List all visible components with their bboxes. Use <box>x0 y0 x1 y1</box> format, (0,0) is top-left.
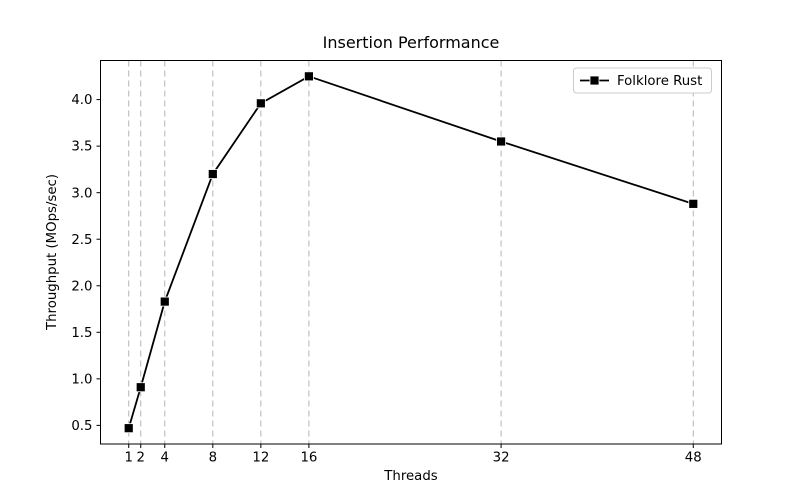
y-tick-label: 4.0 <box>71 93 92 108</box>
data-point-marker <box>496 136 506 147</box>
data-point-marker <box>159 296 170 307</box>
y-tick-label: 2.5 <box>71 233 92 248</box>
x-tick-label: 4 <box>161 451 169 466</box>
axis-ticks <box>96 99 694 448</box>
plot-border <box>100 60 722 445</box>
legend-box <box>573 67 712 94</box>
gridlines <box>128 60 694 444</box>
data-point-marker <box>255 98 266 109</box>
series-line <box>127 75 694 429</box>
x-tick-label: 2 <box>137 451 145 466</box>
y-tick-label: 0.5 <box>71 419 92 434</box>
x-tick-label: 48 <box>685 451 702 466</box>
data-point-marker <box>304 71 314 82</box>
y-tick-label: 3.5 <box>71 140 92 155</box>
y-tick-label: 1.0 <box>71 372 92 387</box>
y-axis-label: Throughput (MOps/sec) <box>45 174 60 331</box>
x-tick-label: 1 <box>124 451 132 466</box>
chart-title: Insertion Performance <box>323 33 500 52</box>
x-tick-label: 12 <box>252 451 269 466</box>
data-point-marker <box>135 382 146 393</box>
legend-label: Folklore Rust <box>617 74 702 89</box>
x-tick-label: 32 <box>493 451 510 466</box>
legend: Folklore Rust <box>573 67 712 94</box>
y-tick-label: 3.0 <box>71 186 92 201</box>
x-tick-label: 16 <box>300 451 317 466</box>
x-axis-label: Threads <box>383 469 437 484</box>
data-point-marker <box>688 198 699 209</box>
legend-marker-icon <box>589 75 600 86</box>
data-point-marker <box>123 423 134 434</box>
data-point-marker <box>207 169 218 179</box>
tick-labels: 1 2 4 8 12 16 32 480.51.01.52.02.53.03.54.0 <box>71 93 701 465</box>
y-tick-label: 2.0 <box>71 279 92 294</box>
y-tick-label: 1.5 <box>71 326 92 341</box>
data-series <box>123 71 699 434</box>
x-tick-label: 8 <box>209 451 217 466</box>
